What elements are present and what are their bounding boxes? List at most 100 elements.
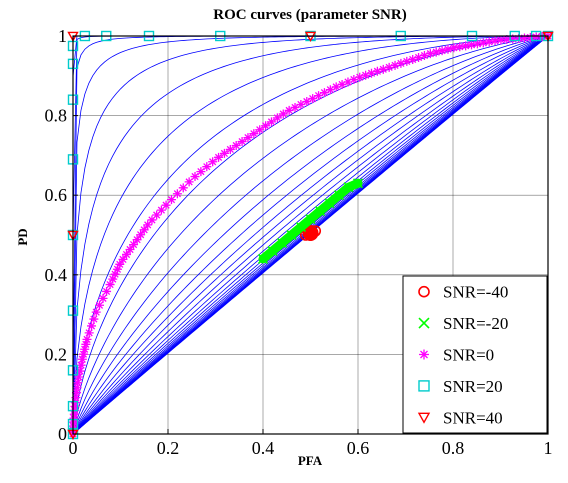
y-tick-label: 0.4 bbox=[45, 265, 68, 285]
marker-asterisk bbox=[349, 75, 359, 85]
marker-asterisk bbox=[122, 249, 132, 259]
marker-asterisk bbox=[143, 220, 153, 230]
marker-asterisk bbox=[396, 58, 406, 68]
marker-x bbox=[324, 198, 335, 209]
marker-circle bbox=[418, 285, 430, 298]
marker-asterisk bbox=[214, 152, 224, 162]
y-tick-label: 0 bbox=[58, 424, 67, 444]
marker-asterisk bbox=[84, 328, 94, 338]
marker-asterisk bbox=[319, 88, 329, 98]
marker-asterisk bbox=[531, 32, 541, 42]
marker-x bbox=[343, 182, 354, 193]
marker-asterisk bbox=[136, 230, 146, 240]
marker-asterisk bbox=[73, 378, 83, 388]
x-tick-label: 0.6 bbox=[347, 438, 370, 458]
marker-circle bbox=[309, 225, 322, 237]
marker-asterisk bbox=[184, 177, 194, 187]
series-SNR=-40 bbox=[299, 225, 322, 242]
marker-asterisk bbox=[496, 35, 506, 45]
legend-label: SNR=40 bbox=[443, 408, 503, 427]
marker-x bbox=[305, 214, 316, 225]
marker-asterisk bbox=[437, 46, 447, 56]
marker-asterisk bbox=[94, 300, 104, 310]
roc-curve bbox=[72, 35, 548, 434]
marker-asterisk bbox=[443, 44, 453, 54]
marker-asterisk bbox=[129, 240, 139, 250]
marker-asterisk bbox=[278, 109, 288, 119]
x-tick-label: 0.2 bbox=[157, 438, 180, 458]
marker-asterisk bbox=[202, 162, 212, 172]
marker-x bbox=[314, 206, 326, 217]
marker-asterisk bbox=[87, 321, 97, 331]
roc-curve bbox=[72, 35, 549, 435]
marker-asterisk bbox=[115, 259, 125, 269]
marker-asterisk bbox=[112, 264, 122, 274]
x-axis-label: PFA bbox=[298, 453, 323, 468]
roc-curve bbox=[72, 35, 549, 435]
marker-asterisk bbox=[361, 70, 371, 80]
marker-asterisk bbox=[419, 349, 429, 360]
marker-asterisk bbox=[296, 99, 306, 109]
marker-asterisk bbox=[190, 172, 200, 182]
marker-asterisk bbox=[255, 125, 265, 135]
marker-asterisk bbox=[89, 314, 99, 324]
legend: SNR=-40 SNR=-20 SNR=0 SNR=20 SNR=40 bbox=[402, 275, 548, 434]
series-SNR=-20 bbox=[257, 178, 364, 264]
marker-asterisk bbox=[110, 269, 120, 279]
marker-x bbox=[418, 317, 430, 329]
x-tick-label: 0.8 bbox=[442, 438, 465, 458]
marker-asterisk bbox=[225, 144, 235, 154]
marker-asterisk bbox=[302, 97, 312, 107]
marker-asterisk bbox=[82, 334, 92, 344]
marker-square bbox=[418, 380, 430, 392]
marker-asterisk bbox=[261, 121, 271, 131]
marker-x bbox=[333, 190, 345, 201]
marker-asterisk bbox=[219, 148, 229, 158]
marker-asterisk bbox=[384, 62, 394, 72]
marker-asterisk bbox=[71, 393, 81, 403]
marker-asterisk bbox=[118, 254, 128, 264]
legend-label: SNR=20 bbox=[443, 377, 503, 396]
marker-asterisk bbox=[72, 383, 82, 393]
legend-label: SNR=0 bbox=[443, 346, 494, 365]
roc-curve bbox=[72, 35, 549, 435]
marker-asterisk bbox=[147, 215, 157, 225]
marker-asterisk bbox=[231, 141, 241, 151]
marker-asterisk bbox=[367, 68, 377, 78]
plot-frame bbox=[72, 35, 549, 435]
marker-asterisk bbox=[343, 77, 353, 87]
marker-asterisk bbox=[472, 39, 482, 49]
marker-asterisk bbox=[414, 52, 424, 62]
marker-asterisk bbox=[519, 33, 529, 43]
marker-asterisk bbox=[75, 366, 85, 376]
marker-asterisk bbox=[337, 79, 347, 89]
marker-asterisk bbox=[484, 37, 494, 47]
marker-asterisk bbox=[208, 157, 218, 167]
marker-asterisk bbox=[125, 245, 135, 255]
marker-asterisk bbox=[166, 195, 176, 205]
chart-title: ROC curves (parameter SNR) bbox=[213, 7, 406, 23]
marker-asterisk bbox=[408, 54, 418, 64]
marker-asterisk bbox=[132, 235, 142, 245]
marker-asterisk bbox=[80, 344, 90, 354]
marker-asterisk bbox=[237, 137, 247, 147]
marker-asterisk bbox=[108, 274, 118, 284]
marker-x bbox=[352, 178, 364, 189]
marker-asterisk bbox=[178, 183, 188, 193]
legend-label: SNR=-20 bbox=[443, 314, 508, 333]
marker-asterisk bbox=[508, 34, 518, 44]
marker-asterisk bbox=[266, 117, 276, 127]
roc-curve bbox=[72, 35, 549, 435]
marker-asterisk bbox=[467, 40, 477, 50]
marker-x bbox=[267, 245, 278, 256]
grid-lines bbox=[72, 35, 549, 435]
x-tick-label: 0.4 bbox=[252, 438, 275, 458]
marker-asterisk bbox=[425, 49, 435, 59]
marker-asterisk bbox=[378, 64, 388, 74]
marker-asterisk bbox=[77, 354, 87, 364]
roc-curve bbox=[72, 35, 549, 435]
marker-asterisk bbox=[81, 339, 91, 349]
marker-asterisk bbox=[419, 51, 429, 61]
